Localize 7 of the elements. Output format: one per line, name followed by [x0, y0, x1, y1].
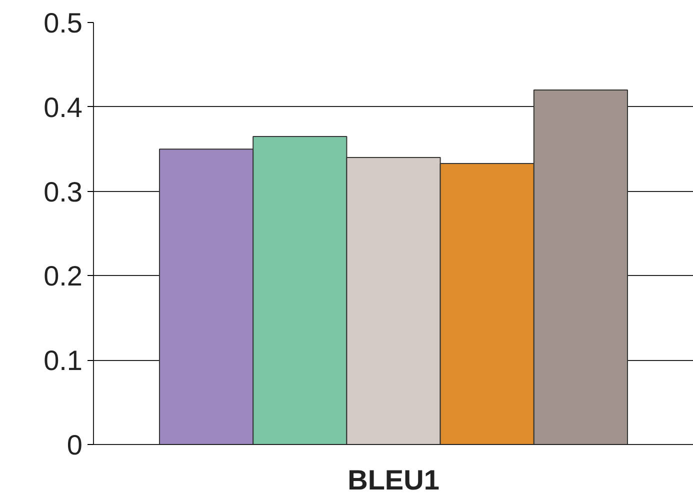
x-tick-label: BLEU1 [348, 464, 440, 496]
y-tick-label: 0.3 [44, 176, 83, 208]
y-tick-label: 0.2 [44, 260, 83, 292]
y-tick-label: 0.4 [44, 92, 83, 123]
y-tick-label: 0.1 [44, 345, 83, 376]
y-tick-label: 0.5 [44, 8, 83, 38]
y-tick-label: 0 [66, 430, 83, 460]
